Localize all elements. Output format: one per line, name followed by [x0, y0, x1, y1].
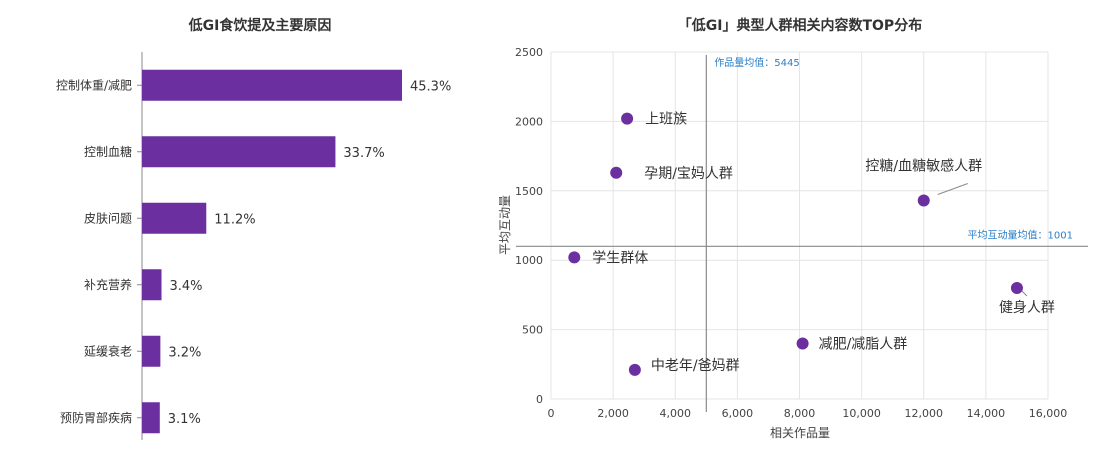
- scatter-point: [917, 194, 930, 207]
- scatter-point-label: 中老年/爸妈群: [651, 358, 740, 374]
- scatter-point-label: 学生群体: [592, 250, 648, 266]
- scatter-y-axis-label: 平均互动量: [498, 195, 512, 255]
- bar-value-label: 11.2%: [214, 212, 255, 227]
- bar-value-label: 3.2%: [168, 345, 201, 360]
- y-tick-label: 0: [536, 393, 543, 406]
- x-tick-label: 8,000: [784, 407, 816, 420]
- scatter-point: [621, 112, 634, 125]
- bar: [142, 202, 207, 234]
- x-tick-label: 12,000: [905, 407, 944, 420]
- x-tick-label: 16,000: [1029, 407, 1068, 420]
- bar: [142, 136, 336, 168]
- bar: [142, 69, 402, 101]
- bar-category-label: 延缓衰老: [84, 343, 132, 358]
- x-tick-label: 6,000: [722, 407, 754, 420]
- scatter-point-label: 减肥/减脂人群: [819, 336, 908, 352]
- scatter-point-label: 控糖/血糖敏感人群: [865, 158, 982, 175]
- scatter-point: [610, 166, 623, 179]
- scatter-point: [628, 363, 641, 376]
- label-leader-line: [937, 183, 968, 195]
- bar-category-label: 控制体重/减肥: [56, 78, 132, 92]
- x-tick-label: 4,000: [660, 407, 692, 420]
- x-tick-label: 14,000: [967, 407, 1006, 420]
- y-tick-label: 1500: [515, 185, 543, 198]
- bar: [142, 269, 162, 301]
- scatter-chart-title: 「低GI」典型人群相关内容数TOP分布: [678, 17, 922, 34]
- bar: [142, 402, 160, 434]
- bar-value-label: 3.1%: [168, 412, 201, 427]
- scatter-point-label: 上班族: [645, 112, 687, 128]
- x-tick-label: 0: [548, 407, 555, 420]
- mean-x-label: 作品量均值：5445: [714, 56, 799, 69]
- x-tick-label: 2,000: [597, 407, 629, 420]
- mean-y-label: 平均互动量均值：1001: [968, 228, 1073, 241]
- scatter-point-label: 孕期/宝妈人群: [644, 166, 733, 182]
- bar: [142, 335, 161, 367]
- scatter-chart: 「低GI」典型人群相关内容数TOP分布 相关作品量 平均互动量 0 2,000 4,…: [498, 17, 1088, 440]
- bar-category-label: 控制血糖: [84, 144, 132, 159]
- bar-value-label: 45.3%: [410, 79, 451, 94]
- scatter-x-axis-label: 相关作品量: [770, 426, 830, 440]
- bar-category-label: 补充营养: [84, 277, 132, 292]
- y-tick-label: 2000: [515, 115, 543, 128]
- bar-category-label: 皮肤问题: [84, 210, 132, 225]
- scatter-point: [796, 337, 809, 350]
- bar-value-label: 3.4%: [170, 279, 203, 294]
- scatter-point-label: 健身人群: [999, 300, 1055, 316]
- scatter-point: [568, 251, 581, 264]
- scatter-point: [1010, 281, 1023, 294]
- x-tick-label: 10,000: [842, 407, 881, 420]
- bar-value-label: 33.7%: [343, 146, 384, 161]
- y-tick-label: 2500: [515, 46, 543, 59]
- bar-chart-title: 低GI食饮提及主要原因: [188, 17, 332, 34]
- y-tick-label: 1000: [515, 254, 543, 267]
- y-tick-label: 500: [522, 324, 543, 337]
- bar-category-label: 预防胃部疾病: [60, 410, 132, 425]
- bar-chart: 低GI食饮提及主要原因 控制体重/减肥 45.3% 控制血糖 33.7% 皮肤问题 11.…: [56, 17, 451, 440]
